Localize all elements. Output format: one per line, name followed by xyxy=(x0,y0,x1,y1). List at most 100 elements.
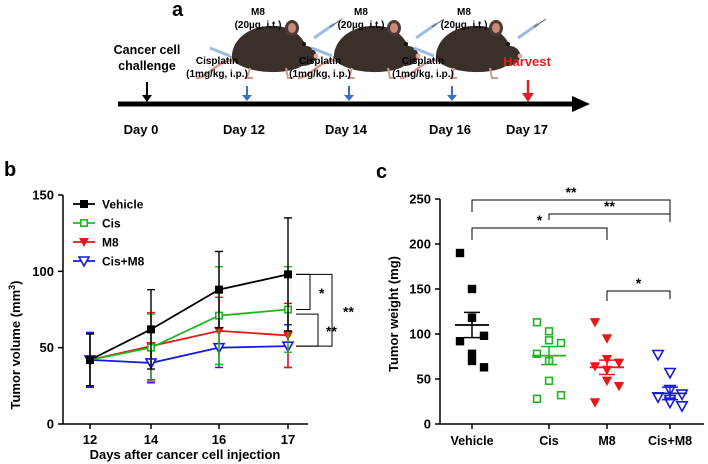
series-vehicle xyxy=(86,217,292,387)
data-point xyxy=(651,349,665,362)
challenge-label-line2: challenge xyxy=(118,59,176,73)
bracket-line xyxy=(471,199,671,222)
data-point xyxy=(479,331,489,340)
data-point xyxy=(589,318,601,328)
data-point xyxy=(663,367,677,380)
cisplatin-label-2: Cisplatin xyxy=(299,56,341,67)
data-point xyxy=(467,284,477,294)
group-cis xyxy=(532,318,566,403)
day-label-12: Day 12 xyxy=(223,122,265,137)
data-point xyxy=(467,349,477,358)
m8-dose-1: (20µg, i.t.) xyxy=(235,20,282,31)
data-point xyxy=(675,400,689,413)
legend-marker xyxy=(80,200,88,208)
y-tick-label: 50 xyxy=(417,372,431,387)
cisplatin-label-1: Cisplatin xyxy=(196,56,238,67)
significance-brackets: ****** xyxy=(471,184,671,301)
significance-label: ** xyxy=(604,198,615,214)
data-point xyxy=(544,336,554,345)
legend-marker xyxy=(80,219,89,228)
data-point xyxy=(455,337,465,346)
data-point xyxy=(86,355,94,364)
data-point xyxy=(544,327,554,336)
challenge-arrowhead xyxy=(142,95,152,102)
y-tick-label: 150 xyxy=(409,282,431,297)
data-point xyxy=(544,376,554,385)
series-m8 xyxy=(85,296,293,387)
significance-label: * xyxy=(537,212,543,228)
bracket-vehicle-m8: ** xyxy=(296,313,337,347)
data-point xyxy=(613,358,625,368)
bracket-line xyxy=(296,313,319,347)
cisplatin-dose-2: (1mg/kg, i.p.) xyxy=(289,69,351,80)
y-tick-label: 50 xyxy=(40,340,54,355)
group-vehicle xyxy=(455,248,489,372)
group-cis-m8 xyxy=(651,349,689,413)
significance-label: ** xyxy=(566,184,577,200)
day-label-16: Day 16 xyxy=(429,122,471,137)
legend-label: Vehicle xyxy=(102,198,144,212)
panel-a: a Cancer cell challenge Harvest xyxy=(114,0,590,137)
data-point xyxy=(532,349,542,358)
data-point xyxy=(467,356,477,366)
data-point xyxy=(589,398,601,408)
treatment-arrow-day16 xyxy=(447,86,457,101)
data-point xyxy=(556,338,566,348)
x-tick-label: M8 xyxy=(598,434,615,448)
bracket-line xyxy=(606,290,671,301)
data-point xyxy=(613,382,625,392)
y-tick-label: 200 xyxy=(409,237,431,252)
legend-marker xyxy=(77,256,91,268)
chart-b-ylabel: Tumor volume (mm3) xyxy=(7,280,23,409)
treatment-arrow-day14 xyxy=(344,86,354,101)
x-tick-label: Cis+M8 xyxy=(648,434,692,448)
panel-label-b: b xyxy=(4,159,16,181)
m8-label-2: M8 xyxy=(354,7,368,18)
legend-label: Cis+M8 xyxy=(102,255,145,269)
series-cis xyxy=(86,266,292,387)
harvest-arrow xyxy=(522,80,534,102)
treatment-arrow-day12 xyxy=(242,86,252,101)
day-label-17: Day 17 xyxy=(506,122,548,137)
bracket-m8-cism8: * xyxy=(606,275,671,301)
x-tick-label: Vehicle xyxy=(450,434,493,448)
data-point xyxy=(284,270,292,279)
x-tick-label: 14 xyxy=(144,432,159,447)
bracket-vehicle-cism8: ** xyxy=(471,184,671,222)
data-point xyxy=(532,394,542,403)
significance-brackets: ***** xyxy=(296,273,354,347)
y-tick-label: 250 xyxy=(409,192,431,207)
day-label-0: Day 0 xyxy=(124,122,159,137)
m8-label-1: M8 xyxy=(251,7,265,18)
panel-label-c: c xyxy=(376,161,387,183)
bracket-line xyxy=(296,273,311,310)
legend-label: Cis xyxy=(102,217,121,231)
significance-label: ** xyxy=(343,303,354,319)
harvest-label: Harvest xyxy=(503,54,551,69)
group-m8 xyxy=(589,318,625,408)
cisplatin-dose-1: (1mg/kg, i.p.) xyxy=(186,69,248,80)
y-tick-label: 0 xyxy=(424,417,431,432)
bracket-vehicle-m8: * xyxy=(471,212,608,240)
bracket-vehicle-cis: * xyxy=(296,273,325,310)
data-point xyxy=(147,325,155,334)
y-tick-label: 100 xyxy=(409,327,431,342)
chart-c-ylabel: Tumor weight (mg) xyxy=(386,256,401,372)
m8-dose-2: (20µg, i.t.) xyxy=(338,20,385,31)
timeline-arrowhead xyxy=(572,96,590,112)
x-tick-label: 12 xyxy=(83,432,97,447)
bracket-line xyxy=(548,213,671,222)
legend: Vehicle Cis M8 Cis+M8 xyxy=(73,198,145,269)
x-tick-label: Cis xyxy=(539,434,559,448)
chart-b-xlabel: Days after cancer cell injection xyxy=(90,447,281,462)
significance-label: ** xyxy=(326,323,337,339)
data-point xyxy=(532,318,542,327)
significance-label: * xyxy=(636,275,642,291)
challenge-label-line1: Cancer cell xyxy=(114,43,181,57)
series-line xyxy=(89,345,289,364)
bracket-line xyxy=(471,227,608,240)
